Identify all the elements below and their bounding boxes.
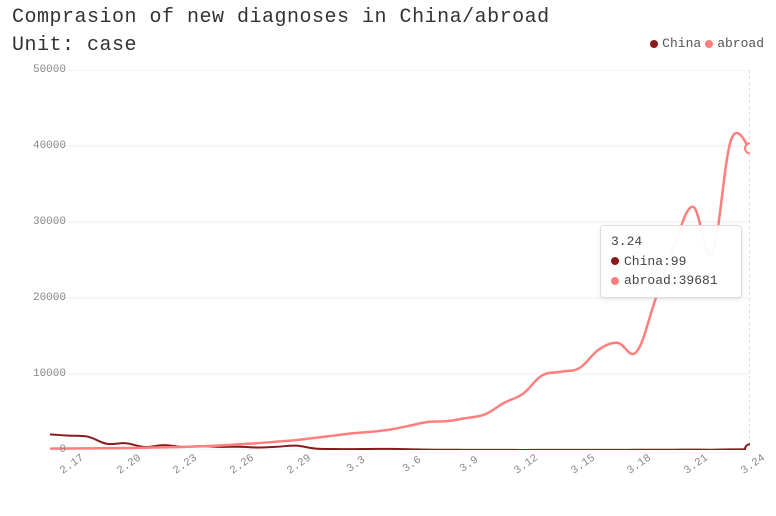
chart-container: { "chart": { "type": "line", "title": "C… bbox=[0, 0, 776, 516]
x-tick-label: 3.9 bbox=[458, 454, 481, 475]
y-tick-label: 40000 bbox=[26, 140, 66, 152]
tooltip: 3.24 China:99 abroad:39681 bbox=[600, 225, 742, 298]
x-tick-label: 3.21 bbox=[682, 452, 711, 477]
tooltip-dot-china bbox=[611, 257, 619, 265]
tooltip-dot-abroad bbox=[611, 277, 619, 285]
x-tick-label: 2.26 bbox=[228, 452, 257, 477]
tooltip-label-china: China:99 bbox=[624, 252, 686, 272]
x-tick-label: 3.24 bbox=[739, 452, 768, 477]
chart-subtitle: Unit: case bbox=[12, 34, 137, 57]
x-tick-label: 2.29 bbox=[285, 452, 314, 477]
tooltip-label-abroad: abroad:39681 bbox=[624, 271, 718, 291]
tooltip-header: 3.24 bbox=[611, 232, 642, 252]
chart-title: Comprasion of new diagnoses in China/abr… bbox=[12, 6, 550, 29]
legend-dot-china bbox=[650, 40, 658, 48]
y-tick-label: 20000 bbox=[26, 292, 66, 304]
legend-label-china: China bbox=[662, 36, 701, 51]
x-tick-label: 2.17 bbox=[58, 452, 87, 477]
x-tick-label: 2.20 bbox=[115, 452, 144, 477]
legend: China abroad bbox=[650, 36, 764, 51]
y-tick-label: 50000 bbox=[26, 64, 66, 76]
y-tick-label: 0 bbox=[26, 444, 66, 456]
x-tick-label: 3.12 bbox=[512, 452, 541, 477]
y-tick-label: 10000 bbox=[26, 368, 66, 380]
x-tick-label: 3.6 bbox=[401, 454, 424, 475]
y-tick-label: 30000 bbox=[26, 216, 66, 228]
legend-label-abroad: abroad bbox=[717, 36, 764, 51]
series-end-marker-china bbox=[745, 444, 750, 450]
x-tick-label: 2.23 bbox=[172, 452, 201, 477]
x-tick-label: 3.3 bbox=[345, 454, 368, 475]
legend-dot-abroad bbox=[705, 40, 713, 48]
series-end-marker-abroad bbox=[745, 143, 750, 153]
x-tick-label: 3.18 bbox=[626, 452, 655, 477]
x-tick-label: 3.15 bbox=[569, 452, 598, 477]
